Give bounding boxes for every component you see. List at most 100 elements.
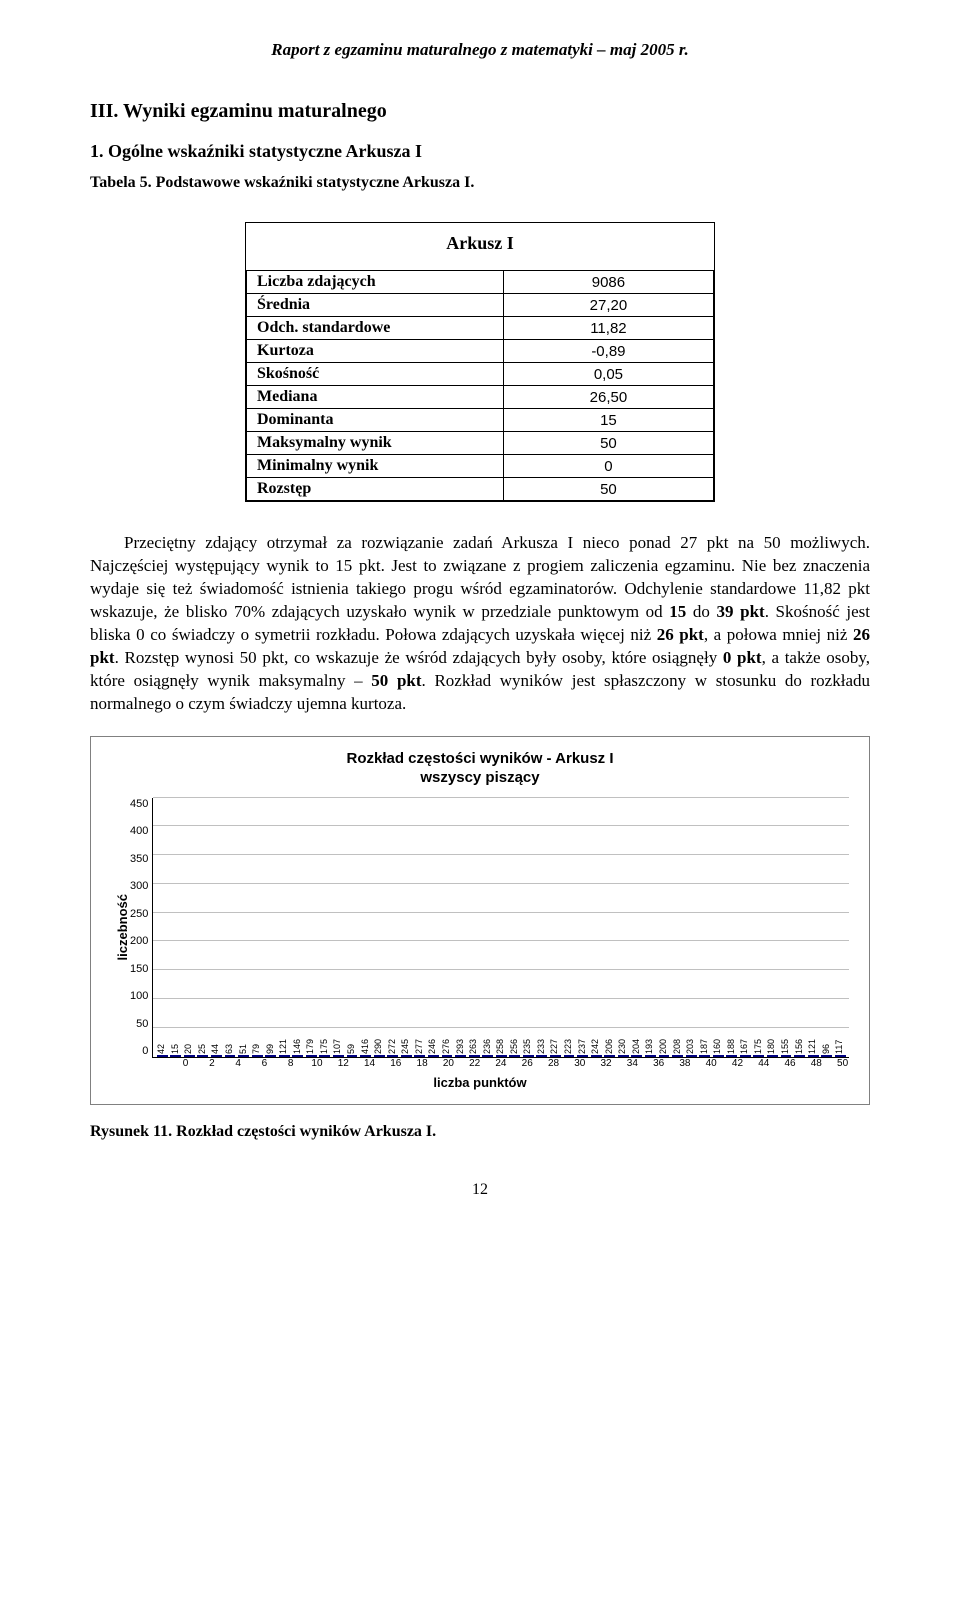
bar-wrap: 63 [223, 1055, 237, 1057]
x-tick [639, 1058, 652, 1069]
bar-value-label: 107 [332, 1038, 342, 1053]
bar-value-label: 227 [549, 1038, 559, 1053]
stats-table-box: Arkusz I Liczba zdających9086Średnia27,2… [245, 222, 715, 502]
stats-row: Odch. standardowe11,82 [247, 317, 714, 340]
bar-value-label: 25 [197, 1043, 207, 1053]
bar: 235 [523, 1055, 534, 1057]
bar-wrap: 230 [616, 1055, 630, 1057]
bar-wrap: 293 [454, 1055, 468, 1057]
bar-value-label: 230 [617, 1038, 627, 1053]
stats-label: Kurtoza [247, 340, 504, 363]
bar-wrap: 290 [372, 1055, 386, 1057]
stats-value: -0,89 [503, 340, 713, 363]
bar-value-label: 245 [400, 1038, 410, 1053]
bar: 290 [374, 1055, 385, 1057]
x-tick: 10 [310, 1058, 323, 1069]
x-tick: 30 [573, 1058, 586, 1069]
bar: 59 [347, 1055, 358, 1057]
bar-wrap: 44 [210, 1055, 224, 1057]
y-tick: 250 [130, 908, 148, 920]
bar-value-label: 44 [210, 1043, 220, 1053]
y-tick: 350 [130, 853, 148, 865]
bar-value-label: 290 [373, 1038, 383, 1053]
stats-value: 26,50 [503, 386, 713, 409]
bar: 245 [401, 1055, 412, 1057]
bar: 204 [631, 1055, 642, 1057]
x-tick [534, 1058, 547, 1069]
bar-value-label: 121 [807, 1038, 817, 1053]
x-tick [823, 1058, 836, 1069]
bar-value-label: 233 [536, 1038, 546, 1053]
bar-value-label: 416 [360, 1038, 370, 1053]
x-tick: 28 [547, 1058, 560, 1069]
bar-wrap: 179 [305, 1055, 319, 1057]
bar-value-label: 96 [821, 1043, 831, 1053]
bar-value-label: 242 [590, 1038, 600, 1053]
bar: 167 [740, 1055, 751, 1057]
bar-wrap: 20 [182, 1055, 196, 1057]
x-tick [218, 1058, 231, 1069]
bar: 208 [672, 1055, 683, 1057]
bar-value-label: 235 [522, 1038, 532, 1053]
x-tick: 40 [705, 1058, 718, 1069]
chart-title-line2: wszyscy piszący [420, 769, 539, 786]
stats-row: Rozstęp50 [247, 478, 714, 501]
x-tick [481, 1058, 494, 1069]
bar: 242 [591, 1055, 602, 1057]
y-tick: 150 [130, 963, 148, 975]
bar: 51 [238, 1055, 249, 1057]
bar-wrap: 160 [711, 1055, 725, 1057]
bar: 44 [211, 1055, 222, 1057]
bar-value-label: 160 [712, 1038, 722, 1053]
stats-label: Skośność [247, 363, 504, 386]
x-tick [797, 1058, 810, 1069]
bar: 15 [170, 1055, 181, 1057]
bar-wrap: 193 [644, 1055, 658, 1057]
bar-wrap: 59 [345, 1055, 359, 1057]
stats-label: Średnia [247, 294, 504, 317]
x-tick [770, 1058, 783, 1069]
bar-wrap: 146 [291, 1055, 305, 1057]
bar-value-label: 237 [577, 1038, 587, 1053]
bar-value-label: 277 [414, 1038, 424, 1053]
bar-value-label: 99 [265, 1043, 275, 1053]
x-axis-row: 0 2 4 6 8 10 12 14 16 18 20 22 24 26 28 … [111, 1058, 849, 1069]
x-tick [350, 1058, 363, 1069]
bar-wrap: 99 [264, 1055, 278, 1057]
stats-row: Skośność0,05 [247, 363, 714, 386]
bar-wrap: 25 [196, 1055, 210, 1057]
x-tick: 12 [337, 1058, 350, 1069]
bar-value-label: 121 [278, 1038, 288, 1053]
bar-wrap: 242 [589, 1055, 603, 1057]
x-tick [429, 1058, 442, 1069]
stats-value: 0,05 [503, 363, 713, 386]
x-tick [744, 1058, 757, 1069]
x-tick: 34 [626, 1058, 639, 1069]
bar: 230 [618, 1055, 629, 1057]
bar-wrap: 236 [481, 1055, 495, 1057]
bar-value-label: 15 [170, 1043, 180, 1053]
bar: 276 [442, 1055, 453, 1057]
bar-value-label: 167 [739, 1038, 749, 1053]
bar: 180 [767, 1055, 778, 1057]
body-text: Przeciętny zdający otrzymał za rozwiązan… [90, 533, 870, 713]
x-tick [271, 1058, 284, 1069]
bar-value-label: 203 [685, 1038, 695, 1053]
y-tick: 400 [130, 825, 148, 837]
stats-label: Minimalny wynik [247, 455, 504, 478]
bar-wrap: 237 [576, 1055, 590, 1057]
bar-value-label: 193 [644, 1038, 654, 1053]
x-tick [376, 1058, 389, 1069]
bar-wrap: 156 [793, 1055, 807, 1057]
bar-value-label: 188 [726, 1038, 736, 1053]
bar: 236 [482, 1055, 493, 1057]
x-axis-label: liczba punktów [111, 1075, 849, 1090]
bar: 193 [645, 1055, 656, 1057]
bar: 107 [333, 1055, 344, 1057]
bar-value-label: 180 [766, 1038, 776, 1053]
y-tick: 300 [130, 880, 148, 892]
x-tick: 42 [731, 1058, 744, 1069]
y-tick: 0 [130, 1045, 148, 1057]
stats-row: Mediana26,50 [247, 386, 714, 409]
bar: 96 [821, 1055, 832, 1057]
